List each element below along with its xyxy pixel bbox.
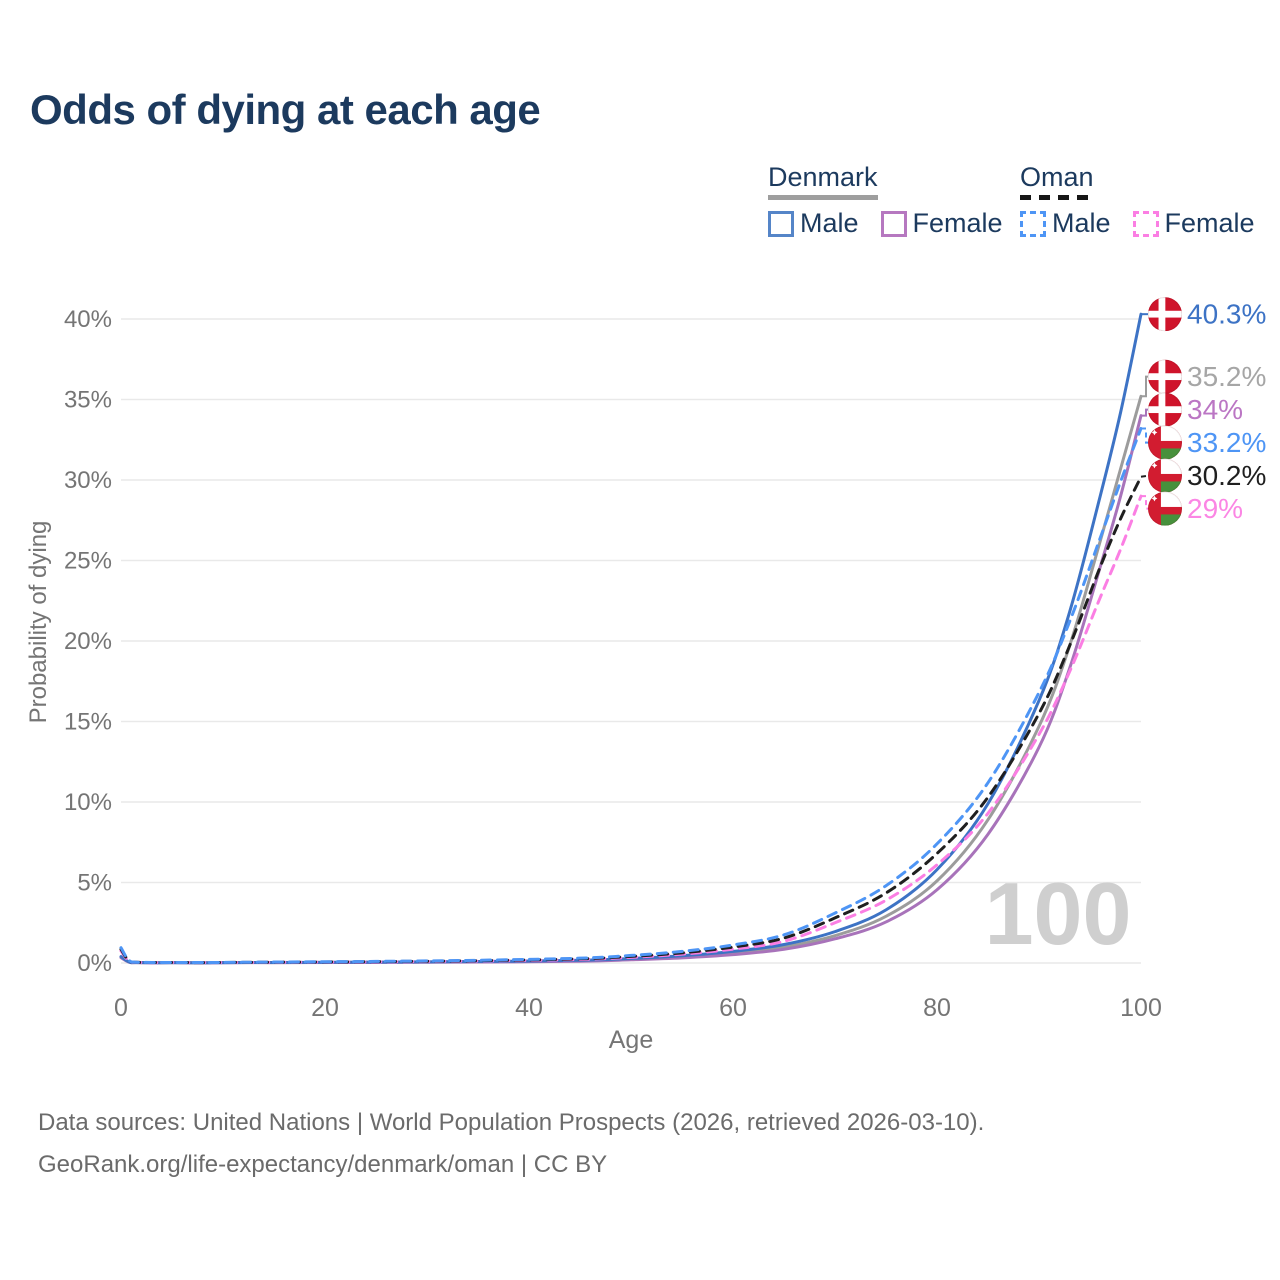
end-label-leader: [1141, 495, 1149, 510]
end-label-leader: [1141, 408, 1149, 417]
end-label-leader: [1141, 427, 1149, 444]
legend-checkbox-oman-female[interactable]: [1132, 210, 1159, 237]
end-label-oman-male: 33.2%: [1187, 427, 1266, 458]
end-label-oman-both-sexes: 30.2%: [1187, 460, 1266, 491]
legend-checkbox-denmark-male[interactable]: [768, 210, 794, 237]
y-tick-label: 10%: [64, 789, 112, 816]
end-label-denmark-male: 40.3%: [1187, 299, 1266, 330]
x-tick-label: 100: [1120, 994, 1162, 1022]
footer-attribution: GeoRank.org/life-expectancy/denmark/oman…: [38, 1151, 608, 1178]
x-tick-label: 20: [311, 994, 339, 1022]
y-axis-title: Probability of dying: [25, 521, 52, 724]
end-label-denmark-female: 34%: [1187, 394, 1243, 425]
legend-country-label: Oman: [1020, 162, 1094, 192]
legend-solid-line-sample: [768, 195, 878, 200]
legend-group-denmark: Denmark Male Female: [768, 162, 1025, 239]
legend-group-oman: Oman Male Female: [1020, 162, 1277, 239]
legend-checkbox-oman-male[interactable]: [1020, 210, 1046, 237]
page-title: Odds of dying at each age: [30, 86, 541, 133]
y-tick-label: 35%: [64, 387, 112, 414]
legend-checkbox-denmark-female[interactable]: [880, 210, 907, 237]
y-tick-label: 25%: [64, 548, 112, 575]
y-tick-label: 5%: [77, 870, 112, 897]
y-tick-label: 20%: [64, 628, 112, 655]
end-label-leader: [1141, 375, 1149, 398]
flag-oman-icon: [1148, 458, 1182, 493]
x-tick-label: 80: [923, 994, 951, 1022]
footer-data-sources: Data sources: United Nations | World Pop…: [38, 1109, 985, 1136]
legend-dashed-line-sample: [1020, 195, 1094, 200]
x-axis-title: Age: [609, 1026, 653, 1054]
legend-item-label[interactable]: Female: [1164, 208, 1255, 238]
hover-age-watermark: 100: [985, 864, 1132, 963]
y-tick-label: 15%: [64, 709, 112, 736]
legend-item-label[interactable]: Female: [912, 208, 1003, 238]
y-tick-label: 40%: [64, 306, 112, 333]
end-label-leader: [1140, 474, 1149, 478]
x-tick-label: 0: [114, 994, 128, 1022]
flag-denmark-icon: [1148, 392, 1182, 427]
legend-item-label[interactable]: Male: [800, 208, 859, 238]
y-tick-label: 0%: [77, 950, 112, 977]
legend-country-label: Denmark: [768, 162, 878, 192]
series-line-oman-female: [119, 494, 1143, 965]
flag-oman-icon: [1148, 491, 1182, 526]
flag-denmark-icon: [1148, 297, 1182, 332]
x-tick-label: 60: [719, 994, 747, 1022]
series-line-oman-male: [119, 426, 1143, 965]
end-label-oman-female: 29%: [1187, 493, 1243, 524]
footer: Data sources: United Nations | World Pop…: [38, 1102, 984, 1186]
flag-oman-icon: [1148, 425, 1182, 460]
y-tick-label: 30%: [64, 467, 112, 494]
legend-item-label[interactable]: Male: [1052, 208, 1111, 238]
x-tick-label: 40: [515, 994, 543, 1022]
series-line-oman-both-sexes: [119, 475, 1143, 965]
flag-denmark-icon: [1148, 359, 1182, 394]
end-label-denmark-both-sexes: 35.2%: [1187, 361, 1266, 392]
